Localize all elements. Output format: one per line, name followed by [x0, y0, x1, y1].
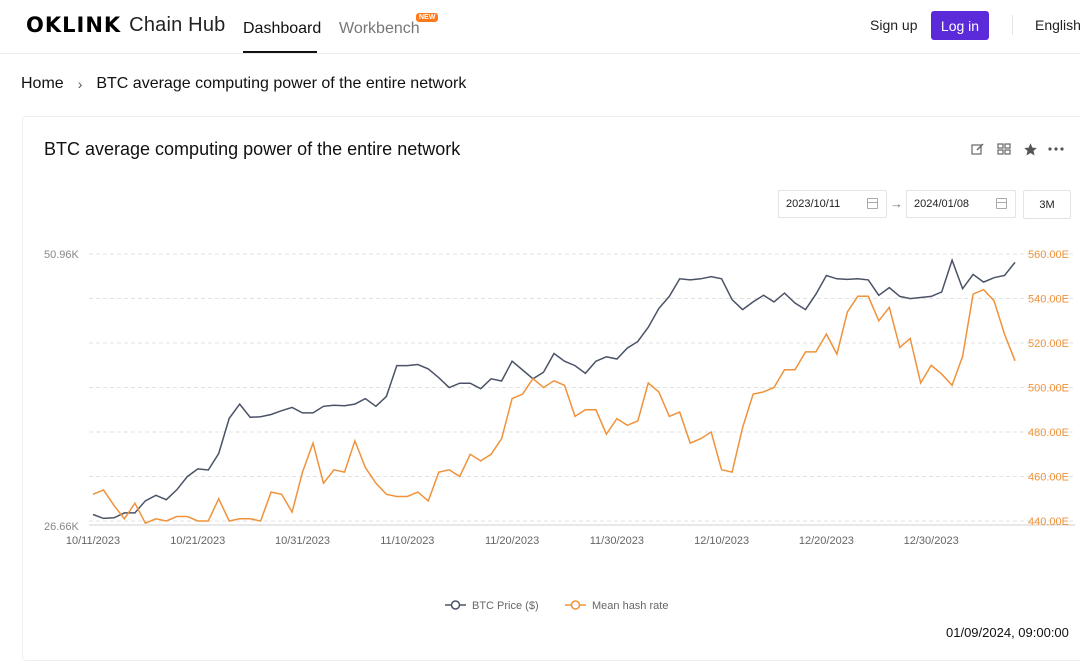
log-in-button[interactable]: Log in	[931, 11, 989, 40]
tab-dashboard[interactable]: Dashboard	[243, 20, 322, 37]
right-axis-tick: 540.00E	[1028, 294, 1069, 306]
end-date-value: 2024/01/08	[914, 198, 970, 210]
breadcrumb-current: BTC average computing power of the entir…	[96, 75, 467, 92]
legend-item-btc-price[interactable]: BTC Price ($)	[445, 600, 539, 612]
sign-up-link[interactable]: Sign up	[870, 17, 918, 33]
range-3m-button[interactable]: 3M	[1023, 190, 1071, 219]
x-axis-tick: 12/10/2023	[694, 535, 749, 547]
tab-workbench[interactable]: Workbench	[339, 20, 420, 37]
edit-icon[interactable]	[970, 141, 986, 157]
logo-mark: OKLINK	[26, 13, 122, 37]
data-timestamp: 01/09/2024, 09:00:00	[946, 625, 1069, 640]
left-axis-tick: 26.66K	[44, 521, 80, 533]
start-date-input[interactable]: 2023/10/11	[778, 190, 887, 218]
right-axis-tick: 480.00E	[1028, 427, 1069, 439]
right-axis-tick: 440.00E	[1028, 516, 1069, 528]
series-line-mean-hash-rate	[92, 288, 1016, 525]
right-axis-tick: 500.00E	[1028, 383, 1069, 395]
star-icon[interactable]	[1022, 141, 1038, 157]
left-axis: 50.96K 26.66K	[44, 249, 80, 533]
x-axis: 10/11/2023 10/21/2023 10/31/2023 11/10/2023…	[66, 535, 959, 547]
x-axis-tick: 11/20/2023	[485, 535, 539, 547]
layout-icon[interactable]	[996, 141, 1012, 157]
start-date-value: 2023/10/11	[786, 198, 841, 210]
chart-card	[22, 116, 1080, 661]
chart-grid	[89, 253, 1075, 526]
more-icon[interactable]	[1048, 141, 1064, 157]
language-selector[interactable]: English	[1035, 17, 1080, 33]
calendar-icon	[867, 198, 878, 209]
right-axis: 560.00E 540.00E 520.00E 500.00E 480.00E 460.0…	[1028, 249, 1069, 528]
right-axis-tick: 560.00E	[1028, 249, 1069, 261]
new-badge: NEW	[416, 13, 439, 22]
right-axis-tick: 520.00E	[1028, 338, 1069, 350]
breadcrumb-home[interactable]: Home	[21, 75, 64, 92]
x-axis-tick: 12/30/2023	[904, 535, 959, 547]
legend-label: BTC Price ($)	[472, 600, 539, 612]
legend-label: Mean hash rate	[592, 600, 668, 612]
top-nav-bar: OKLINK Chain Hub Dashboard Workbench NEW…	[0, 0, 1080, 54]
x-axis-tick: 10/21/2023	[170, 535, 225, 547]
active-tab-underline	[243, 51, 317, 53]
calendar-icon	[996, 198, 1007, 209]
arrow-right-icon: →	[890, 196, 903, 211]
chart-card-title: BTC average computing power of the entir…	[44, 139, 461, 159]
chart-legend: BTC Price ($) Mean hash rate	[445, 600, 668, 612]
end-date-input[interactable]: 2024/01/08	[906, 190, 1016, 218]
card-toolbar	[970, 141, 1064, 157]
legend-marker	[570, 600, 581, 610]
left-axis-tick: 50.96K	[44, 249, 80, 261]
x-axis-tick: 10/31/2023	[275, 535, 330, 547]
breadcrumb: Home › BTC average computing power of th…	[21, 75, 466, 93]
x-axis-tick: 11/30/2023	[590, 535, 644, 547]
x-axis-tick: 10/11/2023	[66, 535, 120, 547]
legend-marker	[450, 600, 461, 610]
legend-item-mean-hash-rate[interactable]: Mean hash rate	[565, 600, 668, 612]
header-divider	[1012, 15, 1013, 35]
logo-subtitle: Chain Hub	[129, 13, 226, 36]
series-line-btc-price	[92, 257, 1016, 520]
chevron-right-icon: ›	[77, 76, 83, 92]
x-axis-tick: 12/20/2023	[799, 535, 854, 547]
oklink-logo[interactable]: OKLINK Chain Hub	[26, 13, 226, 37]
x-axis-tick: 11/10/2023	[380, 535, 434, 547]
right-axis-tick: 460.00E	[1028, 472, 1069, 484]
